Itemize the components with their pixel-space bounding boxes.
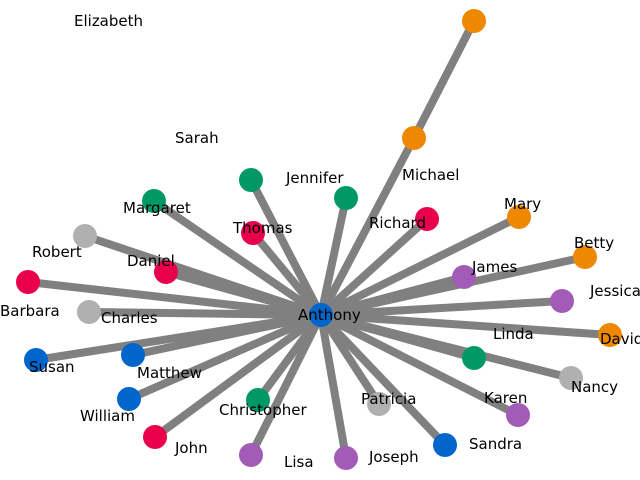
label-michael: Michael [402,166,459,184]
label-mary: Mary [504,195,541,213]
label-matthew: Matthew [137,364,202,382]
node-anthony [309,303,333,327]
node-jessica [550,289,574,313]
node-matthew [121,343,145,367]
edge-lisa-anthony [247,313,325,457]
label-william: William [80,407,135,425]
label-david: David [600,330,640,348]
label-john: John [174,439,208,457]
edge-daniel-anthony [164,268,323,319]
edge-karen-anthony [319,311,520,419]
label-lisa: Lisa [284,453,314,471]
node-richard [415,207,439,231]
node-jennifer [334,186,358,210]
label-james: James [471,258,517,276]
label-daniel: Daniel [127,252,175,270]
node-christopher [246,388,270,412]
edge-michael-anthony [317,136,418,317]
edge-john-anthony [152,311,324,441]
node-sarah [239,168,263,192]
label-jennifer: Jennifer [285,169,344,187]
label-robert: Robert [32,243,82,261]
edge-margaret-anthony [151,197,324,319]
node-elizabeth [462,9,486,33]
node-william [117,387,141,411]
label-charles: Charles [101,309,158,327]
label-linda: Linda [493,325,534,343]
node-lisa [239,443,263,467]
edge-james-anthony [319,273,466,319]
node-susan [24,348,48,372]
edge-richard-anthony [318,216,430,318]
node-nancy [559,366,583,390]
node-thomas [241,221,265,245]
node-john [143,425,167,449]
label-christopher: Christopher [219,401,307,419]
edge-joseph-anthony [317,314,350,459]
edge-david-anthony [320,311,611,339]
edge-charles-anthony [88,308,322,319]
node-betty [573,245,597,269]
node-sandra [433,433,457,457]
label-layer: Anthony Elizabeth Michael Sarah Jennifer Marg… [0,12,640,471]
label-nancy: Nancy [571,378,618,396]
edge-matthew-anthony [132,311,322,359]
node-robert [73,224,97,248]
node-layer [16,9,622,470]
edge-thomas-anthony [249,230,325,318]
node-james [452,265,476,289]
edge-elizabeth-michael [410,19,478,140]
edge-jessica-anthony [320,297,563,319]
node-joseph [334,446,358,470]
label-elizabeth: Elizabeth [74,12,143,30]
label-anthony: Anthony [298,306,361,324]
label-joseph: Joseph [368,448,419,466]
node-david [598,323,622,347]
node-margaret [142,189,166,213]
label-sandra: Sandra [469,435,522,453]
label-sarah: Sarah [175,129,219,147]
node-karen [506,403,530,427]
label-margaret: Margaret [123,199,191,217]
edge-sandra-anthony [318,312,448,448]
node-linda [462,346,486,370]
node-daniel [154,260,178,284]
edge-mary-anthony [319,213,521,319]
node-patricia [367,392,391,416]
edge-william-anthony [127,311,323,403]
label-thomas: Thomas [232,219,293,237]
label-susan: Susan [29,358,75,376]
edge-sarah-anthony [247,178,325,317]
node-charles [77,300,101,324]
edge-jennifer-anthony [317,197,350,316]
label-betty: Betty [574,234,614,252]
edge-nancy-anthony [320,311,572,382]
node-michael [402,126,426,150]
label-jessica: Jessica [589,282,640,300]
edge-barbara-anthony [27,278,322,319]
edge-layer [27,19,611,459]
node-barbara [16,270,40,294]
label-richard: Richard [369,214,426,232]
node-mary [507,205,531,229]
label-patricia: Patricia [361,390,416,408]
label-barbara: Barbara [0,302,60,320]
label-karen: Karen [484,389,527,407]
